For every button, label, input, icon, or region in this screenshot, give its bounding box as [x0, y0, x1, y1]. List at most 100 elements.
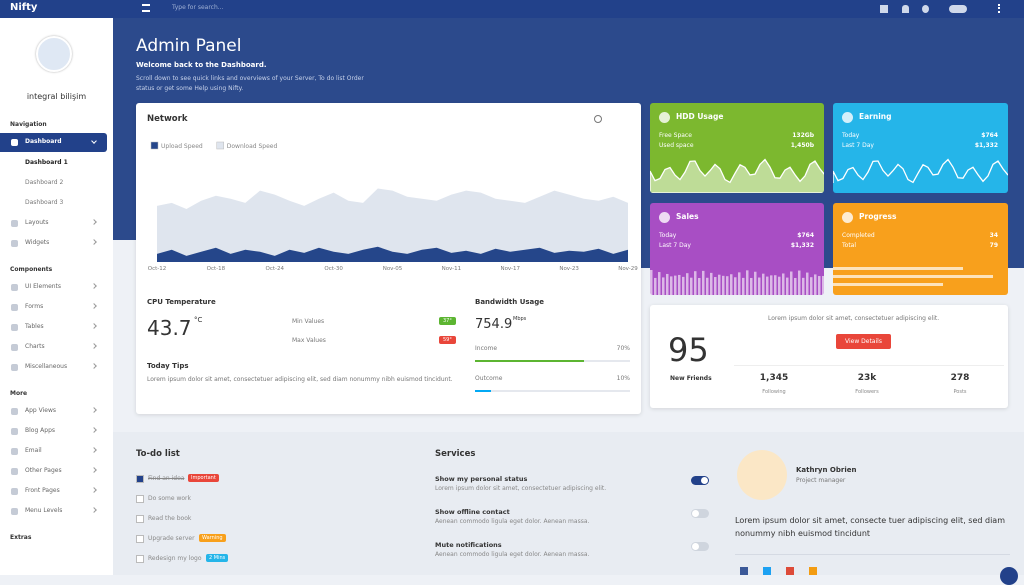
- network-chart: Upload Speed Download Speed Oct-12 Oct-18 Oc…: [148, 115, 638, 272]
- card-decoration: [650, 153, 824, 193]
- chevron: [91, 219, 97, 225]
- nav-icon: [11, 240, 18, 247]
- card-row-label: Today: [659, 232, 677, 239]
- card-icon: [659, 212, 670, 223]
- service-toggle[interactable]: [691, 542, 709, 551]
- page-description: Scroll down to see quick links and overv…: [136, 75, 364, 92]
- twitter-icon[interactable]: [763, 567, 771, 575]
- chevron: [91, 427, 97, 433]
- nav-icon: [11, 428, 18, 435]
- tips-title: Today Tips: [147, 362, 189, 370]
- brand[interactable]: Nifty: [10, 2, 38, 13]
- chevron: [91, 407, 97, 413]
- area: [157, 246, 628, 262]
- card-row-label: Completed: [842, 232, 875, 239]
- bell-icon[interactable]: [902, 5, 909, 13]
- todo-text: Upgrade server: [148, 535, 195, 542]
- chevron: [91, 239, 97, 245]
- nav-item[interactable]: Dashboard: [25, 138, 62, 145]
- user-icon[interactable]: [922, 5, 929, 13]
- nav-item[interactable]: Email: [25, 447, 42, 454]
- section-title: Components: [10, 266, 53, 273]
- nav-item[interactable]: App Views: [25, 407, 56, 414]
- x-tick-label: Nov-17: [500, 266, 520, 272]
- service-toggle[interactable]: [691, 509, 709, 518]
- nav-item[interactable]: Charts: [25, 343, 45, 350]
- more-icon[interactable]: [998, 4, 1000, 13]
- nav-icon: [11, 408, 18, 415]
- chevron: [91, 283, 97, 289]
- search[interactable]: Type for search...: [172, 4, 224, 11]
- cpu-unit: °C: [194, 316, 203, 324]
- checkbox[interactable]: [136, 535, 144, 543]
- profile-avatar: [737, 450, 787, 500]
- bandwidth-unit: Mbps: [513, 316, 527, 322]
- checkbox[interactable]: [136, 555, 144, 563]
- todo-tag: Important: [188, 474, 219, 482]
- tips-text: Lorem ipsum dolor sit amet, consectetuer…: [147, 376, 453, 383]
- checkbox[interactable]: [136, 515, 144, 523]
- network-card: Network Upload Speed Download Speed Oct-12…: [136, 103, 641, 414]
- stat-card: HDD Usage Free Space 132Gb Used space 1,450b: [650, 103, 824, 193]
- divider: [735, 554, 1010, 555]
- toggle-knob: [692, 543, 699, 550]
- stat-label: Following: [762, 389, 786, 395]
- toggle-knob: [692, 510, 699, 517]
- x-tick-label: Oct-12: [148, 266, 167, 272]
- nav-item[interactable]: Tables: [25, 323, 44, 330]
- toggle-icon[interactable]: [949, 5, 967, 13]
- page-title: Admin Panel: [136, 36, 242, 56]
- todo-title: To-do list: [136, 449, 180, 459]
- checkbox[interactable]: [136, 475, 144, 483]
- card-row-label: Used space: [659, 142, 694, 149]
- nav-item[interactable]: Front Pages: [25, 487, 60, 494]
- card-icon: [842, 112, 853, 123]
- nav-icon: [11, 139, 18, 146]
- nav-item[interactable]: Layouts: [25, 219, 49, 226]
- x-tick-label: Nov-23: [559, 266, 579, 272]
- card-title: HDD Usage: [676, 112, 724, 121]
- nav-item[interactable]: Widgets: [25, 239, 50, 246]
- todo-tag: 2 Mins: [206, 554, 229, 562]
- profile-name: Kathryn Obrien: [796, 466, 857, 474]
- page-subtitle: Welcome back to the Dashboard.: [136, 61, 267, 69]
- friends-text: Lorem ipsum dolor sit amet, consectetuer…: [768, 315, 940, 322]
- todo-text: Read the book: [148, 515, 192, 522]
- facebook-icon[interactable]: [740, 567, 748, 575]
- google-icon[interactable]: [786, 567, 794, 575]
- stat-card: Earning Today $764 Last 7 Day $1,332: [833, 103, 1008, 193]
- x-tick-label: Nov-11: [442, 266, 462, 272]
- todo-text: Do some work: [148, 495, 191, 502]
- chevron: [91, 507, 97, 513]
- checkbox[interactable]: [136, 495, 144, 503]
- apps-icon[interactable]: [880, 5, 888, 13]
- nav-subitem[interactable]: Dashboard 1: [25, 159, 68, 166]
- bandwidth-value: 754.9: [475, 317, 513, 332]
- scroll-top-button[interactable]: [1000, 567, 1018, 585]
- card-row-label: Total: [842, 242, 857, 249]
- nav-item[interactable]: Miscellaneous: [25, 363, 68, 370]
- active-item-bg: [0, 133, 107, 152]
- bar-value-label: 70%: [616, 345, 630, 352]
- nav-subitem[interactable]: Dashboard 3: [25, 199, 64, 206]
- nav-item[interactable]: Other Pages: [25, 467, 62, 474]
- cpu-value: 43.7: [147, 316, 192, 340]
- nav-item[interactable]: Blog Apps: [25, 427, 56, 434]
- chevron: [91, 447, 97, 453]
- legend-swatch: [216, 141, 224, 150]
- menu-toggle[interactable]: [142, 4, 150, 12]
- card-row-value: 1,450b: [790, 142, 814, 149]
- rss-icon[interactable]: [809, 567, 817, 575]
- nav-item[interactable]: Forms: [25, 303, 44, 310]
- service-toggle[interactable]: [691, 476, 709, 485]
- view-details-button[interactable]: View Details: [836, 334, 891, 349]
- profile-role: Project manager: [796, 477, 846, 484]
- card-decoration: [650, 255, 824, 295]
- friends-label: New Friends: [670, 375, 712, 382]
- divider: [734, 365, 1004, 366]
- legend-label: Download Speed: [227, 143, 278, 150]
- nav-subitem[interactable]: Dashboard 2: [25, 179, 64, 186]
- nav-icon: [11, 468, 18, 475]
- nav-item[interactable]: Menu Levels: [25, 507, 63, 514]
- nav-item[interactable]: UI Elements: [25, 283, 62, 290]
